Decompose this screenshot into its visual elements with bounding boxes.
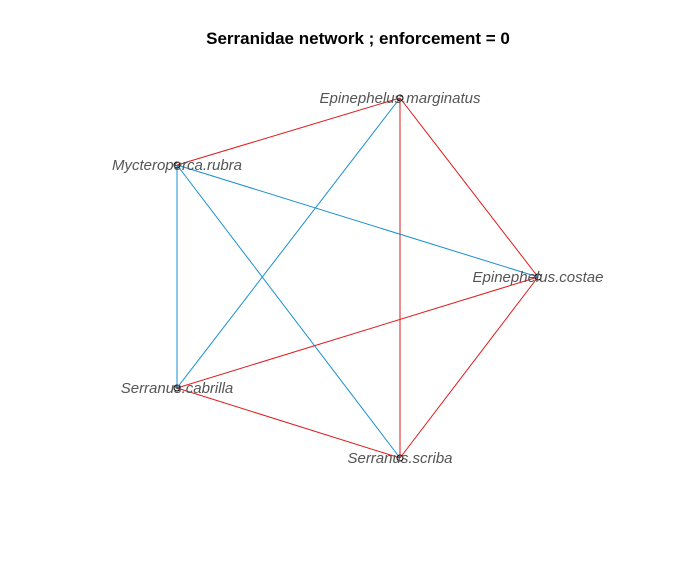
node-ec [534, 273, 542, 281]
node-label-ec: Epinephelus.costae [473, 269, 604, 286]
edge-ec-ss [399, 276, 539, 459]
node-label-ss: Serranus.scriba [347, 450, 452, 467]
node-label-em: Epinephelus.marginatus [320, 90, 481, 107]
edge-em-sc [176, 97, 401, 389]
labels-layer: Epinephelus.marginatus Mycteroperca.rubra… [112, 90, 604, 467]
edge-em-mr [176, 97, 401, 166]
edge-em-ec [399, 97, 539, 278]
node-sc [173, 384, 181, 392]
node-label-mr: Mycteroperca.rubra [112, 157, 242, 174]
edge-sc-ss [176, 387, 401, 459]
edge-mr-ec [176, 164, 539, 278]
plot-title: Serranidae network ; enforcement = 0 [206, 29, 510, 48]
edge-mr-ss [176, 164, 401, 459]
node-em [396, 94, 404, 102]
nodes-layer [173, 94, 542, 462]
node-mr [173, 161, 181, 169]
node-ss [396, 454, 404, 462]
node-label-sc: Serranus.cabrilla [121, 380, 234, 397]
edges-layer [176, 97, 539, 459]
edge-ec-sc [176, 276, 539, 389]
